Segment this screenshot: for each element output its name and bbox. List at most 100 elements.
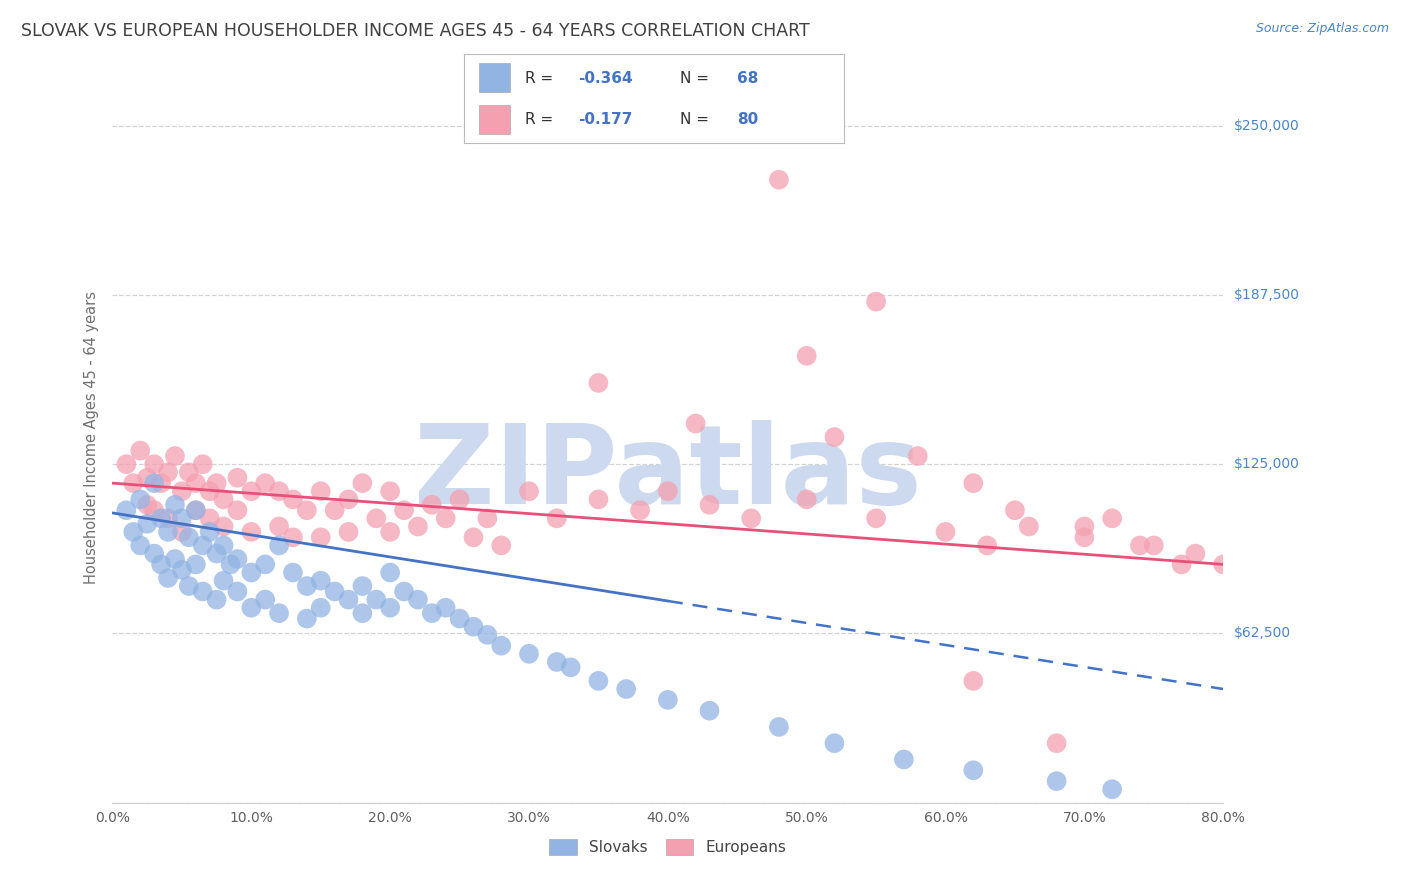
Point xyxy=(962,764,984,778)
Point xyxy=(1073,519,1095,533)
Point xyxy=(323,503,346,517)
Point xyxy=(309,484,332,499)
Point xyxy=(281,566,304,580)
Text: $250,000: $250,000 xyxy=(1234,119,1301,133)
Point xyxy=(517,484,540,499)
Point xyxy=(934,524,956,539)
Point xyxy=(740,511,762,525)
Point xyxy=(366,511,388,525)
Point xyxy=(122,476,145,491)
Point xyxy=(323,584,346,599)
Legend: Slovaks, Europeans: Slovaks, Europeans xyxy=(543,833,793,861)
Point xyxy=(768,172,790,186)
Point xyxy=(463,530,485,544)
Point xyxy=(420,606,443,620)
Point xyxy=(295,503,318,517)
Point xyxy=(205,476,228,491)
Point xyxy=(150,476,173,491)
Point xyxy=(824,430,846,444)
Point xyxy=(1073,530,1095,544)
Text: R =: R = xyxy=(524,112,562,127)
Point xyxy=(177,465,200,479)
Point xyxy=(157,511,180,525)
Point xyxy=(420,498,443,512)
Point xyxy=(281,530,304,544)
Point xyxy=(309,530,332,544)
Point xyxy=(163,498,186,512)
Point xyxy=(380,524,402,539)
Point xyxy=(240,600,263,615)
Point xyxy=(614,681,637,696)
Point xyxy=(337,592,360,607)
Y-axis label: Householder Income Ages 45 - 64 years: Householder Income Ages 45 - 64 years xyxy=(84,291,100,583)
Point xyxy=(129,492,152,507)
Point xyxy=(226,471,249,485)
Point xyxy=(907,449,929,463)
Point xyxy=(115,457,138,471)
Text: R =: R = xyxy=(524,70,558,86)
Point xyxy=(1143,538,1166,552)
Point xyxy=(588,376,610,390)
Text: N =: N = xyxy=(681,112,714,127)
Point xyxy=(434,600,457,615)
Point xyxy=(337,492,360,507)
Point xyxy=(267,606,291,620)
Point xyxy=(976,538,998,552)
Point xyxy=(267,538,291,552)
Point xyxy=(392,503,415,517)
Bar xyxy=(479,63,509,92)
Point xyxy=(170,484,193,499)
Point xyxy=(352,579,374,593)
Point xyxy=(177,530,200,544)
Text: $187,500: $187,500 xyxy=(1234,288,1301,301)
Point xyxy=(226,584,249,599)
Point xyxy=(546,655,568,669)
Text: SLOVAK VS EUROPEAN HOUSEHOLDER INCOME AGES 45 - 64 YEARS CORRELATION CHART: SLOVAK VS EUROPEAN HOUSEHOLDER INCOME AG… xyxy=(21,22,810,40)
Point xyxy=(380,566,402,580)
Point xyxy=(226,503,249,517)
Point xyxy=(1129,538,1152,552)
Point xyxy=(136,516,159,531)
Point xyxy=(1045,736,1069,750)
Point xyxy=(449,492,471,507)
Point xyxy=(150,558,173,572)
Point xyxy=(962,673,984,688)
Point xyxy=(254,558,277,572)
Point xyxy=(115,503,138,517)
Point xyxy=(157,571,180,585)
Point xyxy=(491,538,513,552)
Point xyxy=(1045,774,1069,789)
Point xyxy=(392,584,415,599)
Point xyxy=(205,547,228,561)
Point xyxy=(1212,558,1234,572)
Point xyxy=(191,538,214,552)
Point xyxy=(143,476,166,491)
Point xyxy=(1018,519,1040,533)
Point xyxy=(198,484,221,499)
Point xyxy=(796,492,818,507)
Point xyxy=(588,673,610,688)
Point xyxy=(1101,511,1123,525)
Point xyxy=(477,628,499,642)
Point xyxy=(352,476,374,491)
Point xyxy=(380,484,402,499)
Point xyxy=(1004,503,1026,517)
Text: -0.177: -0.177 xyxy=(578,112,633,127)
Point xyxy=(699,498,721,512)
Point xyxy=(267,484,291,499)
Point xyxy=(352,606,374,620)
Point xyxy=(893,752,915,766)
Point xyxy=(254,592,277,607)
Point xyxy=(824,736,846,750)
Text: Source: ZipAtlas.com: Source: ZipAtlas.com xyxy=(1256,22,1389,36)
Point xyxy=(240,566,263,580)
Point xyxy=(865,294,887,309)
Point xyxy=(267,519,291,533)
Point xyxy=(212,492,235,507)
Point xyxy=(184,558,207,572)
Point xyxy=(163,552,186,566)
Point xyxy=(157,524,180,539)
Point xyxy=(143,503,166,517)
Point xyxy=(295,611,318,625)
Point xyxy=(1170,558,1192,572)
